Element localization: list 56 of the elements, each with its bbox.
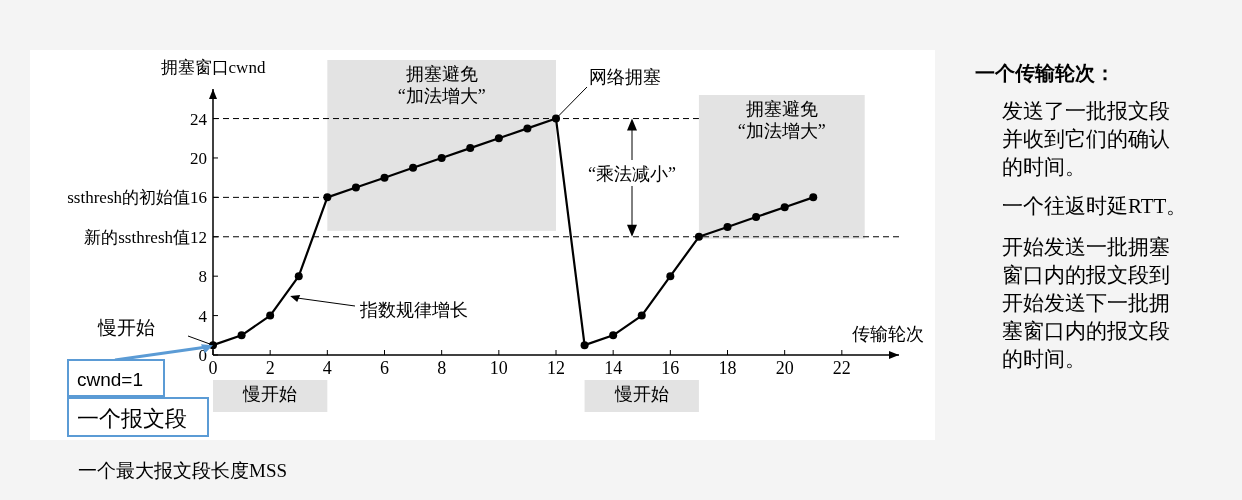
annotation: 慢开始 xyxy=(242,384,298,404)
point xyxy=(723,222,732,231)
y-tick-label: 24 xyxy=(190,109,208,129)
annotation: “乘法减小” xyxy=(588,164,676,184)
text: 发送了一批报文段并收到它们的确认的时间。 xyxy=(1002,99,1170,179)
point xyxy=(666,272,675,281)
point xyxy=(380,173,389,182)
x-tick-label: 12 xyxy=(547,358,565,378)
x-tick-label: 8 xyxy=(437,358,447,378)
text: 一个报文段 xyxy=(77,406,187,431)
point xyxy=(609,331,618,340)
x-tick-label: 10 xyxy=(489,358,508,378)
x-tick-label: 22 xyxy=(832,358,851,378)
y-tick-label: ssthresh的初始值16 xyxy=(67,188,207,208)
point xyxy=(294,272,303,281)
point xyxy=(523,124,532,133)
text: 慢开始 xyxy=(97,317,155,338)
text: cwnd=1 xyxy=(77,369,144,390)
y-axis-title: 拥塞窗口cwnd xyxy=(160,58,266,77)
point xyxy=(437,153,446,162)
y-tick-label: 20 xyxy=(190,148,207,168)
x-tick-label: 6 xyxy=(380,358,389,378)
point xyxy=(552,114,560,123)
y-tick-label: 8 xyxy=(198,267,207,287)
text: 开始发送一批拥塞窗口内的报文段到开始发送下一批拥塞窗口内的报文段的时间。 xyxy=(1002,235,1170,371)
text: 慢开始 xyxy=(613,384,669,404)
band-label: 拥塞避免 “加法增大” xyxy=(397,64,486,106)
point xyxy=(494,134,503,143)
x-tick-label: 14 xyxy=(604,358,623,378)
point xyxy=(237,331,246,340)
x-tick-label: 16 xyxy=(661,358,680,378)
point xyxy=(266,311,275,320)
point xyxy=(694,232,703,241)
y-tick-label: 4 xyxy=(198,306,208,326)
point xyxy=(409,163,418,172)
y-tick-label: 0 xyxy=(198,346,207,365)
point xyxy=(809,193,818,202)
x-tick-label: 20 xyxy=(775,358,794,378)
band-label: 拥塞避免 “加法增大” xyxy=(737,99,826,141)
annotation: 指数规律增长 xyxy=(359,300,468,320)
x-tick-label: 4 xyxy=(322,358,332,378)
point xyxy=(752,213,761,222)
point xyxy=(637,311,646,320)
annotation: 网络拥塞 xyxy=(589,67,661,87)
point xyxy=(323,193,332,202)
text: 一个传输轮次： xyxy=(975,62,1115,84)
x-axis-title: 传输轮次 xyxy=(852,324,924,344)
point xyxy=(780,203,789,212)
text: 一个往返时延RTT。 xyxy=(1002,194,1188,218)
point xyxy=(580,341,589,350)
point xyxy=(351,183,360,192)
y-tick-label: 新的ssthresh值12 xyxy=(84,227,207,247)
x-tick-label: 18 xyxy=(718,358,737,378)
point xyxy=(466,144,475,153)
text: 一个最大报文段长度MSS xyxy=(78,460,288,481)
x-tick-label: 2 xyxy=(265,358,275,378)
